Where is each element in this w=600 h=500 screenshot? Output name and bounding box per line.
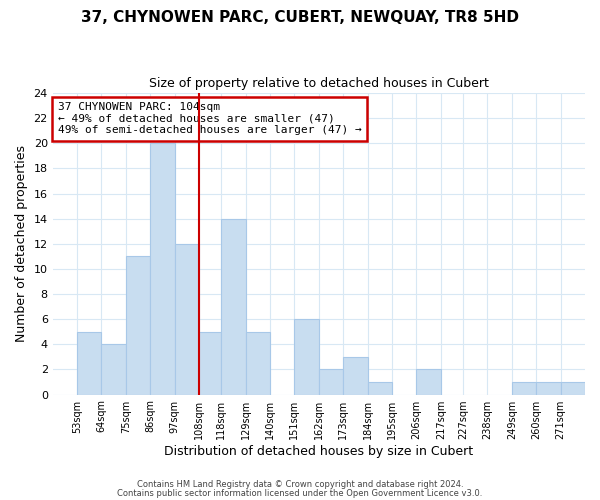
Bar [319,370,343,394]
Bar [77,332,101,394]
Bar [536,382,560,394]
X-axis label: Distribution of detached houses by size in Cubert: Distribution of detached houses by size … [164,444,473,458]
Bar [175,244,199,394]
Bar [295,319,319,394]
Bar [343,357,368,395]
Text: Contains HM Land Registry data © Crown copyright and database right 2024.: Contains HM Land Registry data © Crown c… [137,480,463,489]
Bar [199,332,221,394]
Bar [245,332,270,394]
Y-axis label: Number of detached properties: Number of detached properties [15,146,28,342]
Bar [221,218,245,394]
Title: Size of property relative to detached houses in Cubert: Size of property relative to detached ho… [149,78,489,90]
Bar [150,144,175,394]
Bar [101,344,126,395]
Bar [126,256,150,394]
Text: 37 CHYNOWEN PARC: 104sqm
← 49% of detached houses are smaller (47)
49% of semi-d: 37 CHYNOWEN PARC: 104sqm ← 49% of detach… [58,102,362,136]
Text: Contains public sector information licensed under the Open Government Licence v3: Contains public sector information licen… [118,488,482,498]
Bar [368,382,392,394]
Bar [416,370,441,394]
Bar [560,382,585,394]
Text: 37, CHYNOWEN PARC, CUBERT, NEWQUAY, TR8 5HD: 37, CHYNOWEN PARC, CUBERT, NEWQUAY, TR8 … [81,10,519,25]
Bar [512,382,536,394]
